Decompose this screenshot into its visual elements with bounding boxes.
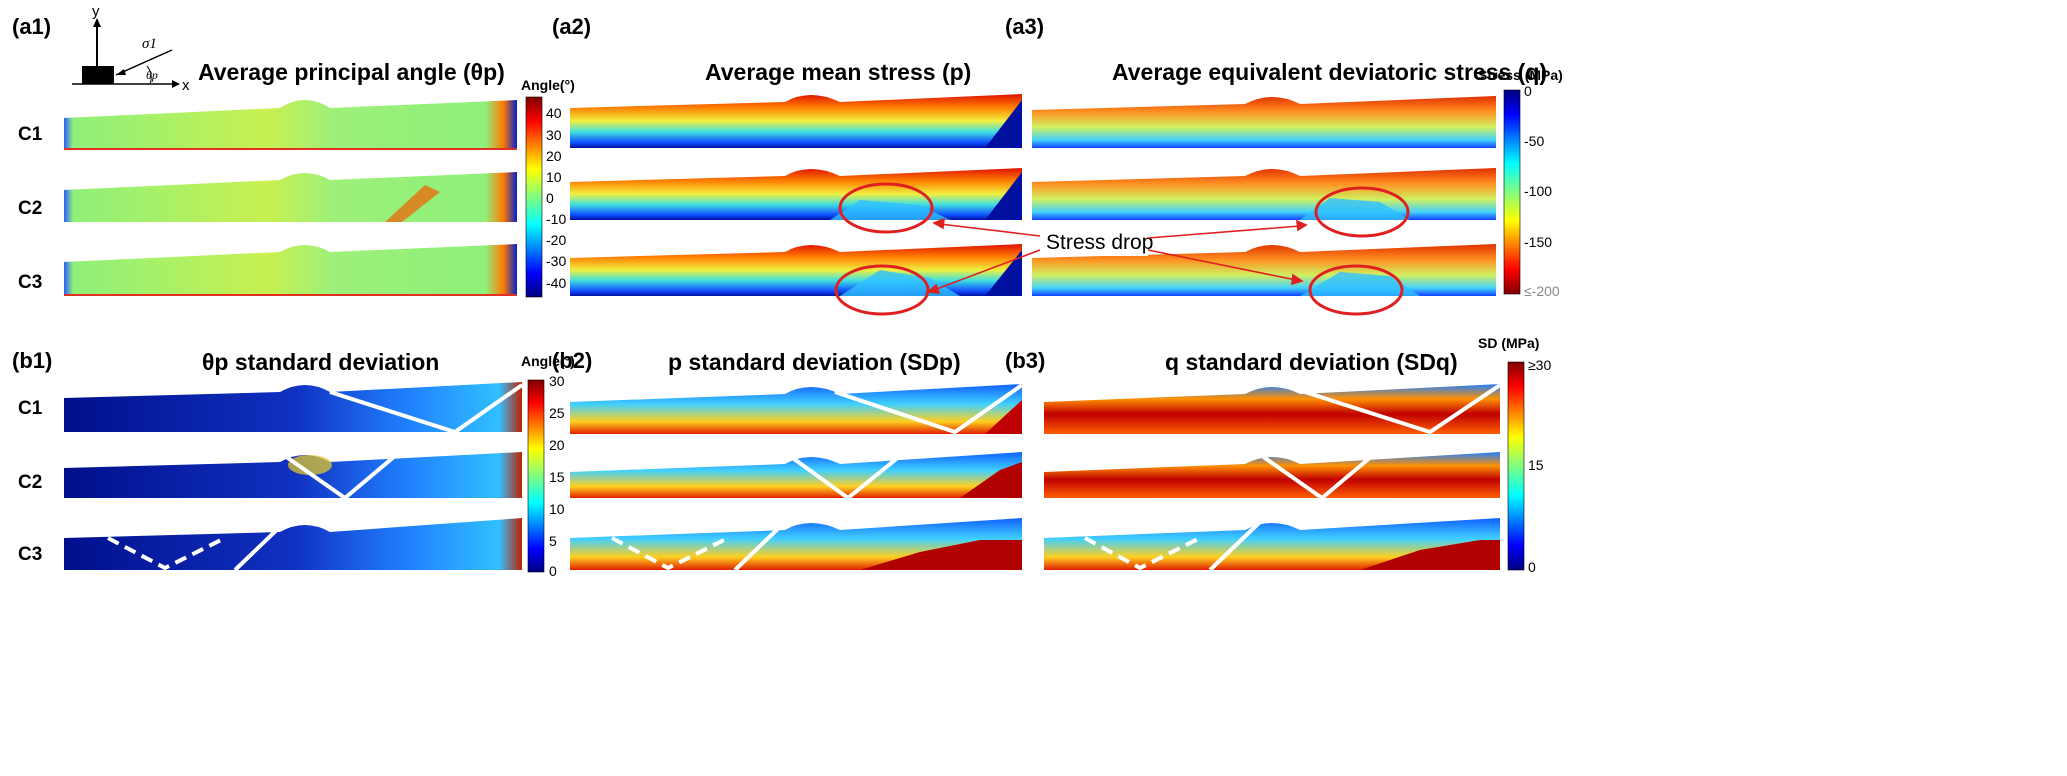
inset-y-label: y	[92, 3, 100, 20]
ellipse-a2-c2	[838, 182, 934, 234]
cb-sd-tick-0: ≥30	[1528, 357, 1551, 373]
title-b1: θp standard deviation	[202, 349, 439, 375]
title-a2: Average mean stress (p)	[705, 59, 971, 85]
cb-sd-tick-1: 15	[1528, 457, 1544, 473]
inset-x-label: x	[182, 77, 190, 94]
cb-angle-top-tick-1: 30	[546, 127, 562, 143]
panel-label-b1: (b1)	[12, 348, 52, 373]
map-a1-c3	[64, 244, 517, 296]
cb-angle-top-tick-3: 10	[546, 169, 562, 185]
cb-angle-top-tick-6: -20	[546, 232, 566, 248]
cb-stress-tick-0: 0	[1524, 83, 1532, 99]
colorbar-stress-label: Stress (MPa)	[1478, 67, 1563, 83]
map-b1-c2	[64, 452, 522, 498]
cb-stress-tick-1: -50	[1524, 133, 1544, 149]
colorbar-angle-top-label: Angle(°)	[521, 77, 575, 93]
panel-label-b3: (b3)	[1005, 348, 1045, 373]
panel-label-a1: (a1)	[12, 14, 51, 39]
map-b2-c2	[570, 452, 1022, 498]
row-label-b-c3: C3	[18, 544, 42, 565]
cb-angle-bottom-tick-4: 10	[549, 501, 565, 517]
panel-label-b2: (b2)	[552, 348, 592, 373]
cb-angle-bottom-tick-6: 0	[549, 563, 557, 579]
colorbar-angle-bottom-label: Angle(°)	[521, 353, 575, 369]
stress-drop-label: Stress drop	[1046, 231, 1153, 254]
principal-angle-inset: y x σ1 θp	[72, 3, 190, 94]
cb-angle-top-tick-5: -10	[546, 211, 566, 227]
map-a3-c3	[1032, 244, 1496, 296]
cb-sd-tick-2: 0	[1528, 559, 1536, 575]
title-b2: p standard deviation (SDp)	[668, 349, 961, 375]
row-label-a-c3: C3	[18, 272, 42, 293]
title-a1: Average principal angle (θp)	[198, 59, 505, 85]
colorbar-stress: Stress (MPa) 0 -50 -100 -150 ≤-200	[1478, 67, 1563, 299]
ellipse-a2-c3	[834, 264, 930, 316]
colorbar-sd: SD (MPa) ≥30 15 0	[1478, 335, 1551, 575]
map-a1-c1	[64, 100, 517, 150]
cb-angle-top-tick-7: -30	[546, 253, 566, 269]
panel-label-a3: (a3)	[1005, 14, 1044, 39]
row-label-a-c1: C1	[18, 124, 43, 145]
colorbar-angle-top: Angle(°) 40 30 20 10 0 -10 -20 -30 -40	[521, 77, 575, 298]
row-label-b-c1: C1	[18, 398, 43, 419]
ellipse-a3-c2	[1314, 186, 1410, 238]
cb-stress-tick-2: -100	[1524, 183, 1552, 199]
cb-angle-bottom-tick-2: 20	[549, 437, 565, 453]
row-label-a-c2: C2	[18, 198, 42, 219]
cb-stress-tick-3: -150	[1524, 234, 1552, 250]
map-b2-c3	[570, 518, 1022, 570]
map-a1-c2	[64, 172, 517, 222]
cb-angle-bottom-tick-5: 5	[549, 533, 557, 549]
cb-stress-tick-4: ≤-200	[1524, 283, 1560, 299]
inset-theta-label: θp	[146, 68, 158, 82]
inset-sigma-label: σ1	[142, 36, 157, 52]
cb-angle-top-tick-8: -40	[546, 275, 566, 291]
colorbar-angle-bottom: Angle(°) 30 25 20 15 10 5 0	[521, 353, 575, 579]
map-b2-c1	[570, 384, 1022, 434]
fault-lines	[107, 383, 1502, 572]
cb-angle-bottom-tick-0: 30	[549, 373, 565, 389]
map-a2-c2	[570, 168, 1022, 220]
row-label-b-c2: C2	[18, 472, 42, 493]
title-a3: Average equivalent deviatoric stress (q)	[1112, 59, 1547, 85]
map-a2-c1	[570, 94, 1022, 148]
colorbar-sd-label: SD (MPa)	[1478, 335, 1539, 351]
map-a3-c2	[1032, 168, 1496, 220]
map-b1-c3	[64, 518, 522, 570]
ellipse-a3-c3	[1308, 264, 1404, 316]
map-b3-c1	[1044, 384, 1500, 434]
cb-angle-top-tick-2: 20	[546, 148, 562, 164]
title-b3: q standard deviation (SDq)	[1165, 349, 1458, 375]
map-a2-c3	[570, 244, 1022, 296]
cb-angle-bottom-tick-3: 15	[549, 469, 565, 485]
panel-label-a2: (a2)	[552, 14, 591, 39]
stress-drop-annotation: Stress drop	[834, 182, 1410, 316]
cb-angle-top-tick-0: 40	[546, 105, 562, 121]
cb-angle-top-tick-4: 0	[546, 190, 554, 206]
map-b1-c1	[64, 382, 522, 432]
map-a3-c1	[1032, 96, 1496, 148]
cb-angle-bottom-tick-1: 25	[549, 405, 565, 421]
map-b3-c3	[1044, 518, 1500, 570]
map-b3-c2	[1044, 452, 1500, 498]
